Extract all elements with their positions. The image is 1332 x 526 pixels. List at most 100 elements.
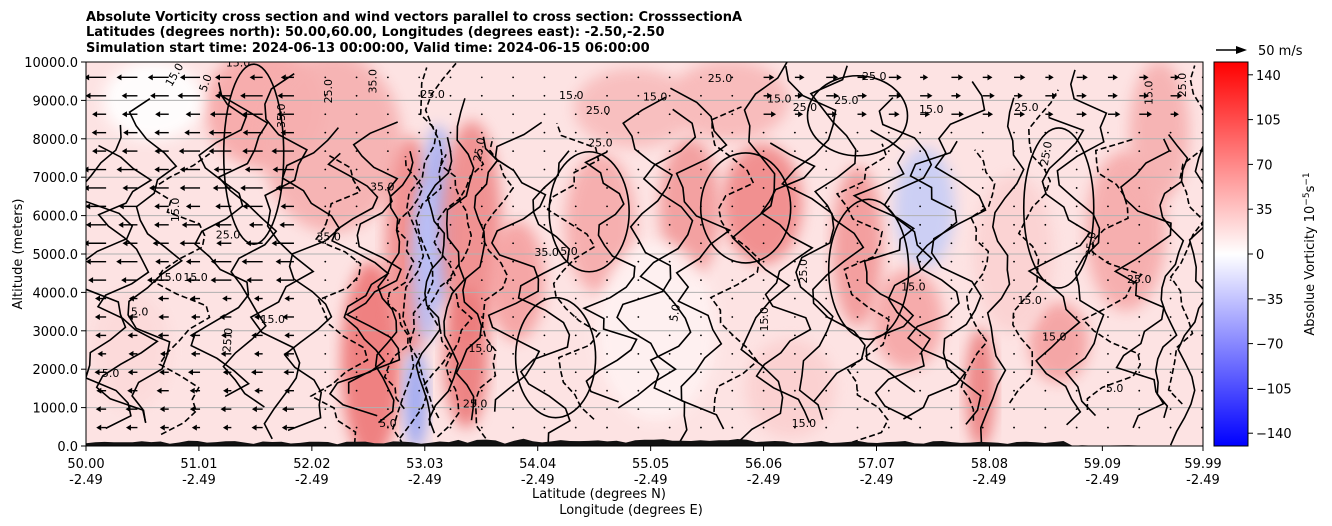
wind-vector xyxy=(449,205,452,208)
wind-vector xyxy=(856,316,859,318)
wind-vector xyxy=(919,316,922,318)
wind-vector xyxy=(480,426,483,429)
vorticity-blob xyxy=(488,220,545,341)
wind-vector xyxy=(606,187,608,189)
x-tick-label-lat: 59.99 xyxy=(1184,457,1221,472)
contour-label: 5.0 xyxy=(667,303,683,322)
contour-label: 15.0 xyxy=(226,57,251,70)
wind-vector xyxy=(981,242,984,245)
wind-vector xyxy=(1044,168,1047,171)
wind-vector xyxy=(449,113,452,116)
wind-vector xyxy=(418,334,421,337)
wind-vector xyxy=(700,334,702,337)
wind-vector xyxy=(668,76,671,79)
wind-vector xyxy=(887,426,890,429)
wind-vector xyxy=(1044,279,1047,282)
y-tick-label: 4000.0 xyxy=(33,286,79,301)
wind-vector xyxy=(418,408,421,411)
contour-label: 5.0 xyxy=(560,245,578,258)
wind-vector xyxy=(324,371,327,374)
y-tick-label: 0.0 xyxy=(57,440,78,455)
wind-vector xyxy=(856,426,859,429)
wind-vector-head xyxy=(86,258,91,265)
wind-vector xyxy=(386,352,389,355)
wind-vector xyxy=(825,131,828,134)
wind-vector xyxy=(1169,187,1172,189)
wind-vector xyxy=(700,316,702,318)
wind-vector xyxy=(1075,242,1078,245)
wind-vector-head xyxy=(88,277,94,284)
wind-vector-head xyxy=(862,74,868,81)
wind-vector xyxy=(1013,426,1015,429)
wind-vector xyxy=(668,94,671,97)
wind-vector xyxy=(700,297,702,300)
contour-line xyxy=(835,143,890,446)
wind-vector xyxy=(700,279,702,282)
wind-vector xyxy=(793,150,796,152)
contour-line xyxy=(874,97,933,421)
wind-vector xyxy=(324,187,327,189)
wind-vector xyxy=(1138,260,1141,263)
wind-vector-head xyxy=(282,313,288,320)
contour-label: 15.0 xyxy=(901,280,926,293)
wind-vector-head xyxy=(97,350,103,357)
wind-vector xyxy=(1200,223,1203,226)
wind-vector xyxy=(1075,187,1078,189)
x-tick-label-lat: 58.08 xyxy=(971,457,1008,472)
wind-vector xyxy=(762,150,765,152)
contour-label: 15.0 xyxy=(758,307,771,332)
wind-vector xyxy=(606,223,608,226)
wind-vector xyxy=(449,187,452,189)
wind-vector xyxy=(825,242,828,245)
wind-vector xyxy=(950,316,953,318)
wind-vector xyxy=(825,223,828,226)
wind-vector xyxy=(418,316,421,318)
wind-vector xyxy=(700,426,702,429)
wind-vector-head xyxy=(212,184,218,191)
colorbar-tick-label: 105 xyxy=(1256,114,1281,129)
wind-vector xyxy=(856,371,859,374)
wind-vector-head xyxy=(94,369,100,376)
wind-vector xyxy=(355,187,358,189)
wind-vector xyxy=(637,389,640,392)
quiver-key: 50 m/s xyxy=(1216,44,1303,59)
wind-vector-head xyxy=(1112,92,1118,99)
wind-vector-head xyxy=(147,277,153,284)
wind-vector-head xyxy=(189,387,195,394)
wind-vector xyxy=(1169,205,1172,208)
x-tick-label-lon: -2.49 xyxy=(860,473,894,488)
wind-vector xyxy=(1013,223,1015,226)
wind-vector-head xyxy=(215,203,221,210)
wind-vector xyxy=(762,352,765,355)
wind-vector-head xyxy=(92,148,98,155)
wind-vector xyxy=(1138,334,1141,337)
wind-vector xyxy=(1044,316,1047,318)
wind-vector-head xyxy=(280,74,286,81)
wind-vector xyxy=(418,168,421,171)
wind-vector xyxy=(574,76,577,79)
wind-vector xyxy=(637,297,640,300)
wind-vector-head xyxy=(116,258,122,265)
wind-vector-head xyxy=(220,406,226,413)
wind-vector xyxy=(574,242,577,245)
contour-line xyxy=(150,152,211,436)
wind-vector xyxy=(543,187,546,189)
wind-vector-head xyxy=(220,350,226,357)
wind-vector-head xyxy=(116,166,122,173)
chart-title-line-1: Absolute Vorticity cross section and win… xyxy=(86,10,742,25)
wind-vector xyxy=(793,297,796,300)
wind-vector xyxy=(1200,426,1203,429)
wind-vector xyxy=(793,242,796,245)
wind-vector xyxy=(637,113,640,116)
wind-vector xyxy=(355,352,358,355)
contour-label: 5.0 xyxy=(102,367,120,380)
wind-vector-head xyxy=(283,369,289,376)
wind-vector xyxy=(887,223,890,226)
wind-vector xyxy=(700,260,702,263)
wind-vector-head xyxy=(122,240,128,247)
wind-vector-head xyxy=(154,129,160,136)
wind-vector xyxy=(1138,168,1141,171)
contour-label: 15.0 xyxy=(1017,294,1042,307)
wind-vector xyxy=(1013,408,1015,411)
